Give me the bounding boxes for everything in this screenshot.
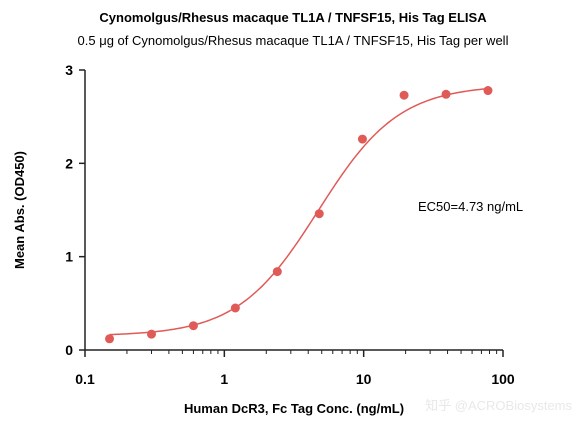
data-point [146,329,156,339]
data-points [105,86,493,344]
chart-title: Cynomolgus/Rhesus macaque TL1A / TNFSF15… [99,10,487,25]
x-tick-label: 100 [491,371,515,387]
data-point [105,334,115,344]
fit-curve [109,87,489,336]
x-tick-label: 1 [220,371,228,387]
data-point [188,321,198,331]
data-point [272,267,282,277]
y-axis-title: Mean Abs. (OD450) [12,151,27,269]
plot-area: 0 1 2 3 0.1 1 10 100 [65,62,515,387]
ec50-annotation: EC50=4.73 ng/mL [418,199,523,214]
data-point [357,134,367,144]
x-axis-title: Human DcR3, Fc Tag Conc. (ng/mL) [184,401,404,416]
x-tick-label: 10 [356,371,372,387]
watermark: 知乎 @ACROBiosystems [425,398,572,413]
data-point [483,86,493,96]
data-point [441,89,451,99]
data-point [230,303,240,313]
y-tick-label: 3 [65,62,73,78]
x-tick-label: 0.1 [75,371,95,387]
y-tick-label: 0 [65,342,73,358]
y-tick-label: 1 [65,249,73,265]
data-point [314,209,324,219]
y-tick-label: 2 [65,155,73,171]
axis-ticks: 0 1 2 3 0.1 1 10 100 [65,62,515,387]
chart-subtitle: 0.5 μg of Cynomolgus/Rhesus macaque TL1A… [78,33,509,48]
data-point [399,90,409,100]
